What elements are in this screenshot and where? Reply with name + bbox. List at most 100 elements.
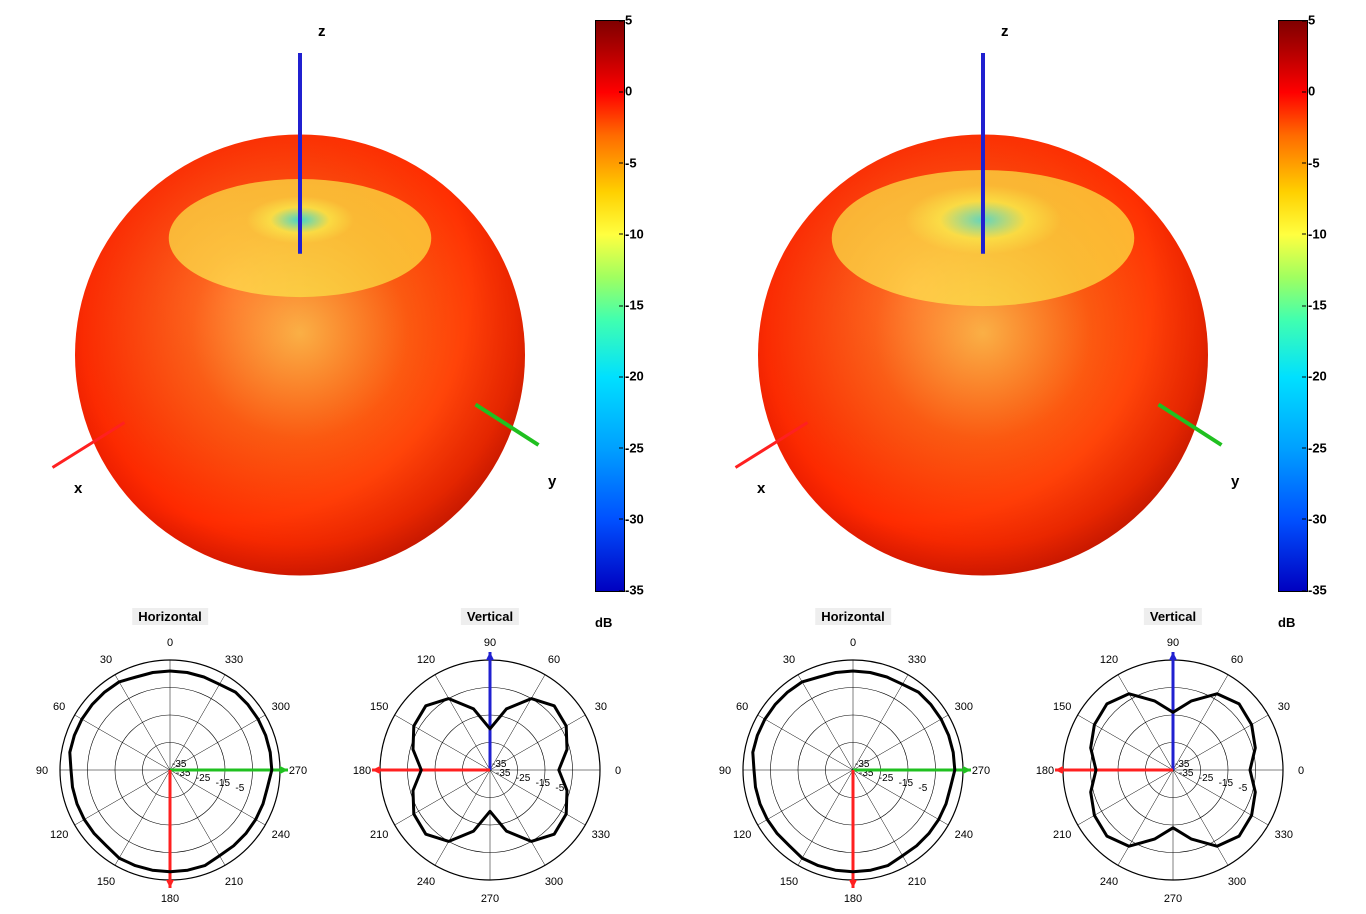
polar-v-svg: -35-25-15-5-3503060901201501802102402703… <box>1023 610 1323 910</box>
svg-text:300: 300 <box>272 701 290 713</box>
colorbar-left: 50-5-10-15-20-25-30-35 dB <box>595 20 675 610</box>
svg-text:210: 210 <box>225 876 243 888</box>
svg-text:-35: -35 <box>172 759 187 770</box>
svg-text:0: 0 <box>850 637 856 649</box>
svg-text:60: 60 <box>548 654 560 666</box>
polar-h-svg: -35-25-15-5-3503060901201501802102402703… <box>703 610 1003 910</box>
colorbar-tick: -20 <box>1308 369 1327 384</box>
svg-text:300: 300 <box>1228 876 1246 888</box>
colorbar-tick: -15 <box>625 298 644 313</box>
svg-text:-35: -35 <box>492 759 507 770</box>
svg-text:60: 60 <box>1231 654 1243 666</box>
svg-text:90: 90 <box>719 765 731 777</box>
svg-text:300: 300 <box>545 876 563 888</box>
colorbar-ticks: 50-5-10-15-20-25-30-35 <box>625 20 675 590</box>
colorbar-tick: -10 <box>625 226 644 241</box>
svg-text:330: 330 <box>1275 829 1293 841</box>
svg-text:30: 30 <box>783 654 795 666</box>
svg-text:210: 210 <box>370 829 388 841</box>
svg-text:120: 120 <box>1100 654 1118 666</box>
svg-text:210: 210 <box>908 876 926 888</box>
svg-text:-35: -35 <box>1175 759 1190 770</box>
svg-text:150: 150 <box>97 876 115 888</box>
svg-text:-5: -5 <box>1238 783 1247 794</box>
colorbar-bar <box>595 20 625 592</box>
polar-v-svg: -35-25-15-5-3503060901201501802102402703… <box>340 610 640 910</box>
polar-h-title: Horizontal <box>815 608 891 625</box>
svg-text:-15: -15 <box>1219 778 1234 789</box>
svg-text:330: 330 <box>225 654 243 666</box>
svg-text:270: 270 <box>1164 893 1182 905</box>
colorbar-tick: 5 <box>625 13 632 28</box>
svg-text:-15: -15 <box>216 778 231 789</box>
polar-horizontal-left: Horizontal -35-25-15-5-35030609012015018… <box>20 610 320 910</box>
colorbar-tick: -10 <box>1308 226 1327 241</box>
colorbar-tick: -35 <box>1308 583 1327 598</box>
svg-text:270: 270 <box>972 765 990 777</box>
svg-text:240: 240 <box>955 829 973 841</box>
polar-row-right: Horizontal -35 -25 -15 -5 -35 0 30 60 90 120 150 18… <box>703 610 1343 910</box>
axis-y-label: y <box>1231 473 1239 490</box>
svg-text:0: 0 <box>1298 765 1304 777</box>
svg-text:-25: -25 <box>196 773 211 784</box>
svg-text:30: 30 <box>595 701 607 713</box>
colorbar-tick: -30 <box>1308 511 1327 526</box>
polar-horizontal-right: Horizontal -35-25-15-5-35030609012015018… <box>703 610 1003 910</box>
svg-text:180: 180 <box>353 765 371 777</box>
svg-text:180: 180 <box>1036 765 1054 777</box>
svg-text:150: 150 <box>1053 701 1071 713</box>
polar-vertical-left: Vertical -35-25-15-5-3503060901201501802… <box>340 610 640 910</box>
sphere-3d-left: z x y <box>20 25 580 605</box>
svg-text:270: 270 <box>289 765 307 777</box>
svg-text:240: 240 <box>1100 876 1118 888</box>
svg-text:180: 180 <box>844 893 862 905</box>
polar-vertical-right: Vertical -35-25-15-5-3503060901201501802… <box>1023 610 1323 910</box>
svg-text:120: 120 <box>50 829 68 841</box>
svg-text:60: 60 <box>736 701 748 713</box>
sphere-svg <box>703 25 1263 605</box>
sphere-3d-right: z x y <box>703 25 1263 605</box>
svg-text:120: 120 <box>733 829 751 841</box>
polar-row-left: Horizontal -35 -25 -15 -5 -35 0 30 60 90 120 150 18… <box>20 610 660 910</box>
colorbar-tick: 0 <box>1308 84 1315 99</box>
svg-text:30: 30 <box>1278 701 1290 713</box>
svg-text:180: 180 <box>161 893 179 905</box>
colorbar-ticks: 50-5-10-15-20-25-30-35 <box>1308 20 1358 590</box>
colorbar-right: 50-5-10-15-20-25-30-35 dB <box>1278 20 1358 610</box>
sphere-svg <box>20 25 580 605</box>
colorbar-tick: -35 <box>625 583 644 598</box>
colorbar-tick: -5 <box>625 155 637 170</box>
page-root: z x y 50-5-10-15-20-25-30-35 dB Horizont… <box>0 0 1366 914</box>
colorbar-tick: -25 <box>625 440 644 455</box>
colorbar-tick: -5 <box>1308 155 1320 170</box>
svg-text:0: 0 <box>167 637 173 649</box>
colorbar-tick: 5 <box>1308 13 1315 28</box>
colorbar-tick: -20 <box>625 369 644 384</box>
axis-z-label: z <box>1001 23 1009 40</box>
panel-left: z x y 50-5-10-15-20-25-30-35 dB Horizont… <box>0 0 683 914</box>
polar-h-svg: -35-25-15-5-3503060901201501802102402703… <box>20 610 320 910</box>
svg-text:90: 90 <box>484 637 496 649</box>
axis-z-label: z <box>318 23 326 40</box>
colorbar-tick: -15 <box>1308 298 1327 313</box>
polar-h-title: Horizontal <box>132 608 208 625</box>
svg-text:-5: -5 <box>235 783 244 794</box>
axis-x-label: x <box>757 480 765 497</box>
svg-text:-25: -25 <box>879 773 894 784</box>
axis-y-label: y <box>548 473 556 490</box>
svg-text:270: 270 <box>481 893 499 905</box>
svg-text:-35: -35 <box>855 759 870 770</box>
colorbar-tick: -25 <box>1308 440 1327 455</box>
svg-text:150: 150 <box>780 876 798 888</box>
svg-text:0: 0 <box>615 765 621 777</box>
svg-text:-25: -25 <box>1199 773 1214 784</box>
polar-v-title: Vertical <box>461 608 519 625</box>
svg-text:-15: -15 <box>536 778 551 789</box>
svg-text:30: 30 <box>100 654 112 666</box>
svg-text:-25: -25 <box>516 773 531 784</box>
axis-x-label: x <box>74 480 82 497</box>
svg-text:330: 330 <box>592 829 610 841</box>
colorbar-tick: 0 <box>625 84 632 99</box>
svg-text:-5: -5 <box>918 783 927 794</box>
svg-text:300: 300 <box>955 701 973 713</box>
